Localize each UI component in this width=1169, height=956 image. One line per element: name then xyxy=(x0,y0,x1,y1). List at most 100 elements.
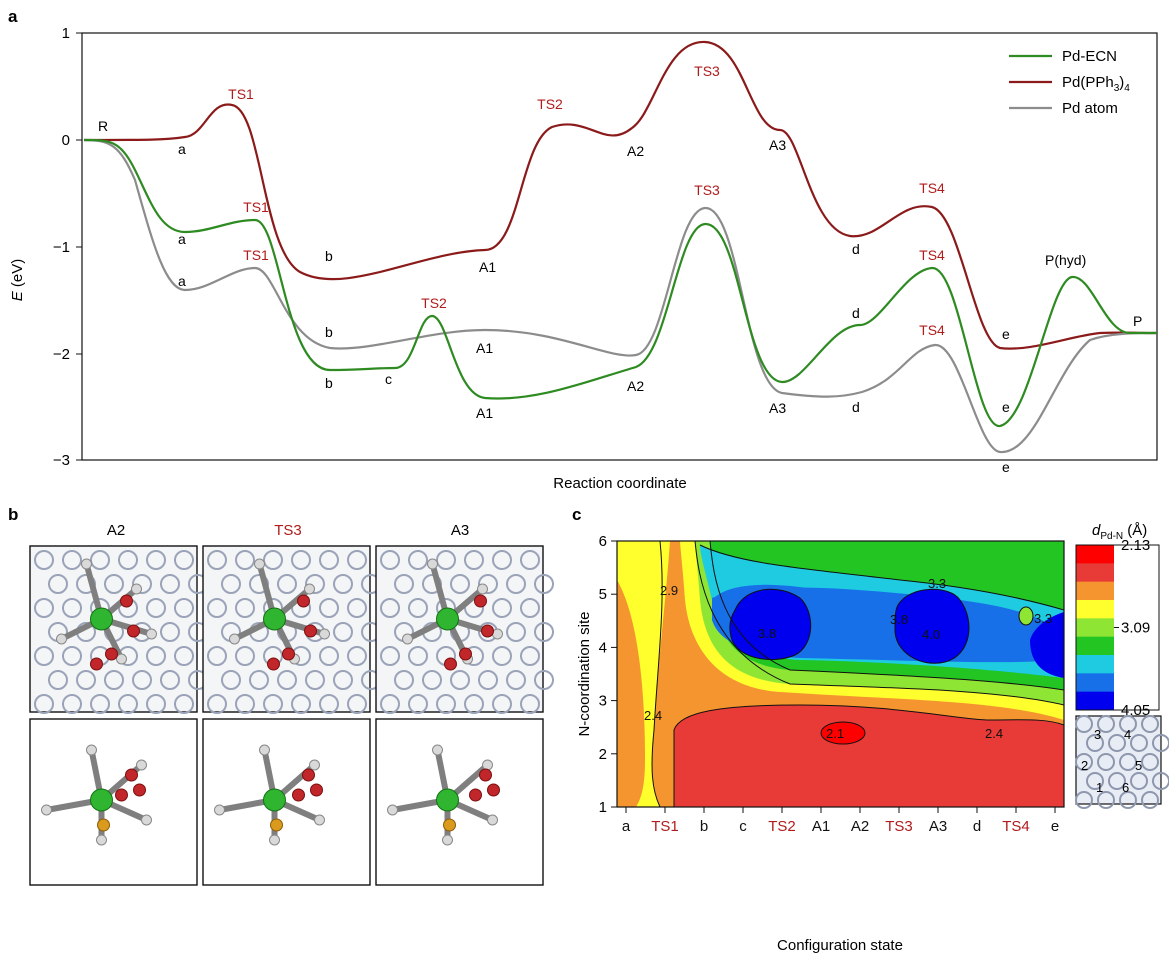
atom-h xyxy=(487,814,498,826)
point-label-pph3-TS1: TS1 xyxy=(228,86,254,102)
lattice-ring xyxy=(34,550,54,570)
point-label-atom-b: b xyxy=(325,324,333,340)
inset-ring xyxy=(1141,753,1159,771)
colorbar-segment xyxy=(1076,581,1114,601)
catalyst-model-image xyxy=(202,718,371,886)
contour-label: 3.8 xyxy=(758,626,776,641)
lattice-ring xyxy=(62,598,82,618)
lattice-ring xyxy=(534,574,554,594)
atom-o xyxy=(133,783,146,797)
atom-pd xyxy=(90,607,113,631)
lattice-ring xyxy=(347,694,367,714)
point-label-pph3-TS2: TS2 xyxy=(537,96,563,112)
ytick-label: −3 xyxy=(53,452,70,469)
inset-ring xyxy=(1119,791,1137,809)
lattice-ring xyxy=(333,670,353,690)
lattice-ring xyxy=(235,694,255,714)
atom-o xyxy=(115,788,128,802)
model-frame xyxy=(29,545,198,713)
point-label-atom-A1: A1 xyxy=(476,340,493,356)
series-line-pd-atom xyxy=(83,138,1158,454)
inset-ring xyxy=(1119,715,1137,733)
atom-h xyxy=(427,558,438,570)
point-label-pph3-b: b xyxy=(325,248,333,264)
lattice-ring xyxy=(174,646,194,666)
inset-site-label: 4 xyxy=(1124,727,1131,742)
atom-h xyxy=(442,834,453,846)
ytick-label: 1 xyxy=(62,25,70,42)
atom-pd xyxy=(263,607,286,631)
lattice-ring xyxy=(380,646,400,666)
atom-o xyxy=(127,624,140,638)
c-xtick-label: c xyxy=(739,818,747,835)
point-label-pph3-A2: A2 xyxy=(627,143,644,159)
colorbar-segment xyxy=(1076,691,1114,711)
contour-label: 3.3 xyxy=(928,576,946,591)
point-label-pph3-TS4: TS4 xyxy=(919,180,945,196)
lattice-ring xyxy=(506,670,526,690)
point-label-pph3-A1: A1 xyxy=(479,259,496,275)
colorbar-tick-label: 3.09 xyxy=(1121,620,1150,637)
lattice-ring xyxy=(520,598,540,618)
panel-b-col-label-ts3: TS3 xyxy=(274,522,302,539)
point-label-ecn-e: e xyxy=(1002,399,1010,415)
c-xtick-label: A3 xyxy=(929,818,947,835)
c-xtick-label: TS4 xyxy=(1002,818,1030,835)
atom-h xyxy=(96,834,107,846)
lattice-ring xyxy=(450,670,470,690)
lattice-ring xyxy=(207,646,227,666)
model-frame xyxy=(202,545,371,713)
atom-o xyxy=(487,783,500,797)
atom-pd xyxy=(263,788,286,812)
lattice-ring xyxy=(347,550,367,570)
lattice-ring xyxy=(160,622,180,642)
point-label-ecn-b: b xyxy=(325,375,333,391)
atom-h xyxy=(387,804,398,816)
atom-h xyxy=(492,628,503,640)
inset-site-label: 5 xyxy=(1135,758,1142,773)
lattice-ring xyxy=(118,550,138,570)
atom-o xyxy=(474,594,487,608)
lattice-ring xyxy=(408,598,428,618)
atom-h xyxy=(229,633,240,645)
lattice-ring xyxy=(207,550,227,570)
contour-band-red xyxy=(674,705,1064,807)
lattice-ring xyxy=(76,670,96,690)
inset-site-label: 6 xyxy=(1122,780,1129,795)
c-xtick-label: A1 xyxy=(812,818,830,835)
panel-c-frame xyxy=(616,540,1065,808)
series-line-pd-ecn xyxy=(83,138,1157,428)
inset-ring xyxy=(1097,715,1115,733)
point-label-ecn-a: a xyxy=(178,231,186,247)
atom-h xyxy=(482,759,493,771)
lattice-ring xyxy=(394,670,414,690)
atom-h xyxy=(41,804,52,816)
c-ytick-label: 4 xyxy=(599,639,607,656)
lattice-ring xyxy=(347,646,367,666)
lattice-ring xyxy=(207,598,227,618)
legend-label-atom: Pd atom xyxy=(1062,100,1118,117)
atom-pd xyxy=(90,788,113,812)
lattice-ring xyxy=(104,670,124,690)
ytick-label: 0 xyxy=(62,132,70,149)
point-label-pph3-d: d xyxy=(852,241,860,257)
lattice-ring xyxy=(408,550,428,570)
lattice-ring xyxy=(464,550,484,570)
point-label-ecn-TS4: TS4 xyxy=(919,247,945,263)
lattice-ring xyxy=(408,646,428,666)
c-ytick-label: 1 xyxy=(599,799,607,816)
lattice-ring xyxy=(90,694,110,714)
point-label-ecn-TS2: TS2 xyxy=(421,295,447,311)
lattice-ring xyxy=(104,574,124,594)
panel-b-molecule-grid xyxy=(29,545,554,886)
atom-o xyxy=(120,594,133,608)
atom-h xyxy=(309,759,320,771)
lattice-ring xyxy=(380,598,400,618)
contour-island-deepblue-mid xyxy=(894,588,970,664)
c-ytick-label: 2 xyxy=(599,746,607,763)
lattice-ring xyxy=(207,694,227,714)
colorbar-segment xyxy=(1076,636,1114,656)
inset-ring xyxy=(1097,791,1115,809)
lattice-ring xyxy=(478,670,498,690)
lattice-ring xyxy=(520,694,540,714)
